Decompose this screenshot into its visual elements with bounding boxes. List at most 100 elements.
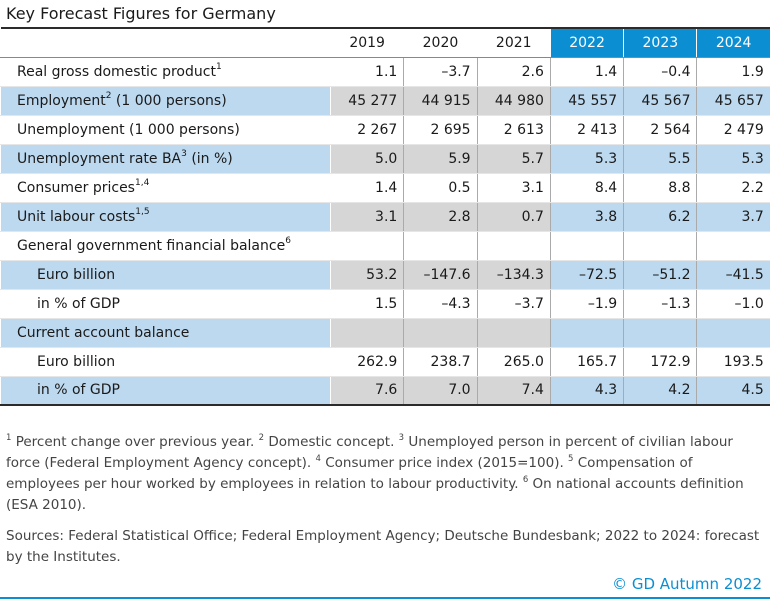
value-cell [476, 317, 551, 348]
value-cell: 2 695 [403, 114, 478, 145]
footnote-marker: 2 [258, 432, 265, 443]
value-cell [329, 230, 405, 261]
value-cell [549, 230, 625, 261]
value-cell: –1.3 [623, 288, 698, 319]
table-row: General government financial balance6 [0, 230, 770, 261]
value-cell: 238.7 [403, 346, 478, 377]
value-cell: 8.8 [623, 172, 698, 203]
value-cell: 45 277 [329, 85, 405, 116]
table-row: Euro billion 53.2 –147.6 –134.3 –72.5 –51.2 –4… [0, 259, 770, 290]
value-cell: 4.3 [549, 375, 625, 406]
value-cell: –134.3 [476, 259, 551, 290]
column-header: 2019 [329, 27, 405, 58]
footnote-text: Consumer price index (2015=100). [320, 455, 569, 471]
footnote-marker: 1 [6, 432, 12, 443]
row-label-text: Consumer prices [17, 179, 135, 196]
forecast-column-header: 2024 [696, 27, 770, 58]
table-row: Consumer prices1,4 1.4 0.5 3.1 8.4 8.8 2.2 [0, 172, 770, 203]
value-cell: 2 413 [549, 114, 625, 145]
row-label: Real gross domestic product1 [0, 56, 331, 87]
row-label-text: in % of GDP [37, 382, 120, 399]
table-row: in % of GDP 7.6 7.0 7.4 4.3 4.2 4.5 [0, 375, 770, 406]
value-cell [623, 230, 698, 261]
value-cell: 3.8 [549, 201, 625, 232]
value-cell: 8.4 [549, 172, 625, 203]
row-label: General government financial balance6 [0, 230, 331, 261]
value-cell: 5.0 [329, 143, 405, 174]
value-cell: 2 613 [476, 114, 551, 145]
forecast-column-header: 2023 [623, 27, 698, 58]
value-cell: –0.4 [623, 56, 698, 87]
value-cell: 5.3 [696, 143, 770, 174]
value-cell: 1.4 [329, 172, 405, 203]
value-cell: 2.8 [403, 201, 478, 232]
row-label-text: Euro billion [37, 353, 116, 370]
table-row: Euro billion 262.9 238.7 265.0 165.7 172.9 193… [0, 346, 770, 377]
value-cell: 44 915 [403, 85, 478, 116]
value-cell: –147.6 [403, 259, 478, 290]
value-cell: 3.1 [329, 201, 405, 232]
row-label-text: Current account balance [17, 324, 190, 341]
footnote-text: Compensation of employees per hour worke… [6, 455, 693, 492]
copyright-label: © GD Autumn 2022 [612, 575, 762, 593]
value-cell: 7.6 [329, 375, 405, 406]
footnote-marker: 3 [398, 432, 405, 443]
value-cell: 5.9 [403, 143, 478, 174]
footnote-marker: 4 [315, 453, 321, 464]
table-row: Unit labour costs1,5 3.1 2.8 0.7 3.8 6.2 3.7 [0, 201, 770, 232]
row-label: Employment2 (1 000 persons) [0, 85, 331, 116]
table-row: Unemployment rate BA3 (in %) 5.0 5.9 5.7 5.3… [0, 143, 770, 174]
footnote-text: Percent change over previous year. [11, 434, 259, 450]
row-label: Unemployment rate BA3 (in %) [0, 143, 331, 174]
column-header: 2020 [403, 27, 478, 58]
row-label: Euro billion [0, 259, 331, 290]
forecast-table: 2019 2020 2021 2022 2023 2024 Real gross… [0, 27, 770, 406]
value-cell: 165.7 [549, 346, 625, 377]
value-cell: 4.5 [696, 375, 770, 406]
value-cell [403, 317, 478, 348]
value-cell: 45 567 [623, 85, 698, 116]
value-cell: –4.3 [403, 288, 478, 319]
footnote-marker: 3 [181, 148, 187, 159]
footnotes: 1 Percent change over previous year. 2 D… [6, 432, 764, 516]
value-cell: 3.1 [476, 172, 551, 203]
row-label-text: in % of GDP [37, 295, 120, 312]
value-cell: 172.9 [623, 346, 698, 377]
value-cell: 2.6 [476, 56, 551, 87]
forecast-column-header: 2022 [549, 27, 625, 58]
column-header: 2021 [476, 27, 551, 58]
row-label-text: Employment [17, 92, 106, 109]
footnote-marker: 1,4 [134, 177, 150, 188]
footnote-text: Unemployed person in percent of civilian… [6, 434, 733, 471]
value-cell: 53.2 [329, 259, 405, 290]
row-label-text: General government financial balance [17, 237, 286, 254]
value-cell: 5.3 [549, 143, 625, 174]
value-cell: –3.7 [403, 56, 478, 87]
sources-note: Sources: Federal Statistical Office; Fed… [6, 528, 760, 565]
footnote-text: Domestic concept. [264, 434, 399, 450]
value-cell: 0.7 [476, 201, 551, 232]
row-label: Current account balance [0, 317, 331, 348]
value-cell: 1.5 [329, 288, 405, 319]
table-title: Key Forecast Figures for Germany [6, 4, 276, 23]
footnote-marker: 1 [215, 61, 222, 72]
value-cell: 45 657 [696, 85, 770, 116]
footnote-marker: 2 [105, 90, 112, 101]
table-row: Current account balance [0, 317, 770, 348]
value-cell: 2 564 [623, 114, 698, 145]
value-cell: –41.5 [696, 259, 770, 290]
value-cell: 6.2 [623, 201, 698, 232]
value-cell: 44 980 [476, 85, 551, 116]
value-cell: 1.1 [329, 56, 405, 87]
value-cell: 193.5 [696, 346, 770, 377]
table-row: Unemployment (1 000 persons) 2 267 2 695 2 … [0, 114, 770, 145]
value-cell: 2 479 [696, 114, 770, 145]
footnote-text: On national accounts definition (ESA 201… [6, 476, 744, 513]
footnote-marker: 5 [568, 453, 574, 464]
value-cell [623, 317, 698, 348]
table-row: Real gross domestic product1 1.1 –3.7 2.6 1.… [0, 56, 770, 87]
row-label: Consumer prices1,4 [0, 172, 331, 203]
value-cell: 5.7 [476, 143, 551, 174]
value-cell: 5.5 [623, 143, 698, 174]
table-row: Employment2 (1 000 persons) 45 277 44 915 4… [0, 85, 770, 116]
